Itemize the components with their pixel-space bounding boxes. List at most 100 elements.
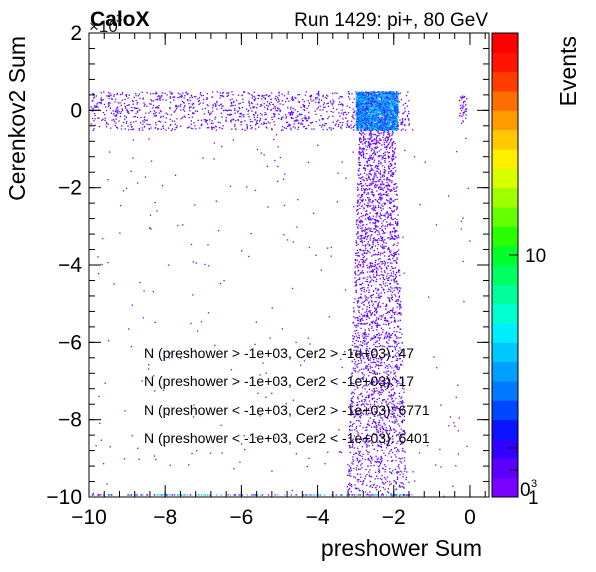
heatmap-cell (149, 124, 151, 126)
heatmap-cell (386, 92, 388, 94)
heatmap-cell (357, 213, 359, 215)
heatmap-cell (327, 105, 330, 107)
heatmap-cell (371, 370, 374, 372)
heatmap-cell (394, 93, 396, 95)
heatmap-cell (143, 105, 145, 107)
heatmap-cell (380, 188, 383, 190)
heatmap-cell (387, 107, 389, 109)
heatmap-cell (271, 128, 273, 130)
heatmap-cell (375, 207, 377, 209)
heatmap-cell (373, 101, 376, 103)
heatmap-cell (122, 109, 124, 111)
heatmap-cell (111, 98, 113, 100)
heatmap-cell (387, 237, 389, 239)
heatmap-cell (372, 293, 375, 296)
heatmap-cell (186, 93, 188, 96)
heatmap-cell (92, 110, 94, 112)
heatmap-cell (368, 127, 370, 129)
heatmap-cell (384, 107, 387, 109)
heatmap-cell (393, 479, 395, 482)
heatmap-cell (364, 100, 366, 102)
heatmap-cell (132, 100, 134, 103)
heatmap-cell (387, 179, 389, 181)
heatmap-cell (373, 93, 375, 95)
heatmap-cell (166, 94, 168, 96)
heatmap-cell (371, 139, 373, 141)
heatmap-cell (395, 182, 397, 185)
heatmap-cell (378, 105, 380, 107)
heatmap-cell (113, 95, 115, 97)
heatmap-cell (366, 126, 368, 129)
heatmap-cell (378, 95, 380, 97)
heatmap-cell (182, 109, 185, 111)
heatmap-cell (388, 333, 391, 335)
heatmap-cell (298, 93, 301, 96)
heatmap-cell (380, 124, 382, 127)
heatmap-cell (368, 115, 370, 118)
heatmap-cell (364, 141, 366, 144)
heatmap-cell (402, 385, 404, 387)
heatmap-cell (392, 275, 394, 278)
heatmap-cell (92, 129, 94, 131)
heatmap-cell (376, 146, 379, 148)
heatmap-cell (228, 114, 230, 116)
heatmap-cell (136, 110, 139, 112)
heatmap-cell (180, 94, 183, 96)
heatmap-cell (464, 95, 466, 98)
heatmap-cell (360, 313, 363, 315)
heatmap-cell (393, 340, 395, 343)
heatmap-cell (256, 107, 258, 109)
heatmap-cell (273, 113, 275, 116)
heatmap-cell (359, 297, 362, 299)
heatmap-cell (377, 110, 379, 112)
heatmap-cell (375, 292, 378, 294)
heatmap-cell (365, 213, 367, 216)
heatmap-cell (382, 128, 384, 131)
heatmap-cell (389, 107, 391, 109)
heatmap-cell (113, 113, 115, 115)
heatmap-cell (281, 93, 283, 95)
heatmap-cell (361, 99, 363, 101)
heatmap-cell (380, 209, 383, 212)
heatmap-cell (357, 274, 359, 276)
heatmap-cell (230, 102, 233, 105)
heatmap-cell (362, 237, 364, 239)
heatmap-cell (372, 320, 374, 322)
heatmap-cell (386, 111, 388, 113)
heatmap-cell (380, 292, 382, 294)
heatmap-cell (369, 130, 371, 132)
heatmap-cell (361, 412, 363, 414)
heatmap-cell (277, 98, 280, 100)
heatmap-cell (386, 178, 388, 180)
heatmap-cell (393, 158, 395, 160)
heatmap-cell (318, 101, 320, 103)
heatmap-cell (193, 106, 195, 108)
heatmap-cell (237, 94, 240, 97)
heatmap-cell (388, 255, 391, 257)
heatmap-cell (367, 159, 369, 161)
heatmap-cell (362, 440, 364, 442)
heatmap-cell (368, 92, 371, 94)
heatmap-cell (381, 194, 383, 196)
heatmap-cell (322, 103, 325, 106)
heatmap-cell (396, 127, 399, 129)
heatmap-cell (366, 343, 368, 345)
heatmap-cell (397, 124, 399, 126)
heatmap-cell (274, 108, 276, 110)
heatmap-cell (371, 300, 373, 302)
heatmap-cell (391, 102, 393, 105)
heatmap-cell (384, 109, 387, 111)
heatmap-cell (401, 412, 403, 414)
heatmap-cell (363, 240, 366, 243)
heatmap-cell (376, 107, 379, 110)
heatmap-cell (382, 94, 384, 96)
heatmap-cell (388, 223, 390, 225)
heatmap-cell (369, 116, 371, 118)
heatmap-cell (274, 97, 276, 100)
heatmap-cell (387, 114, 390, 116)
heatmap-cell (347, 91, 349, 93)
heatmap-cell (389, 114, 391, 117)
heatmap-cell (368, 471, 370, 473)
heatmap-cell (391, 126, 394, 129)
heatmap-cell (377, 358, 380, 360)
